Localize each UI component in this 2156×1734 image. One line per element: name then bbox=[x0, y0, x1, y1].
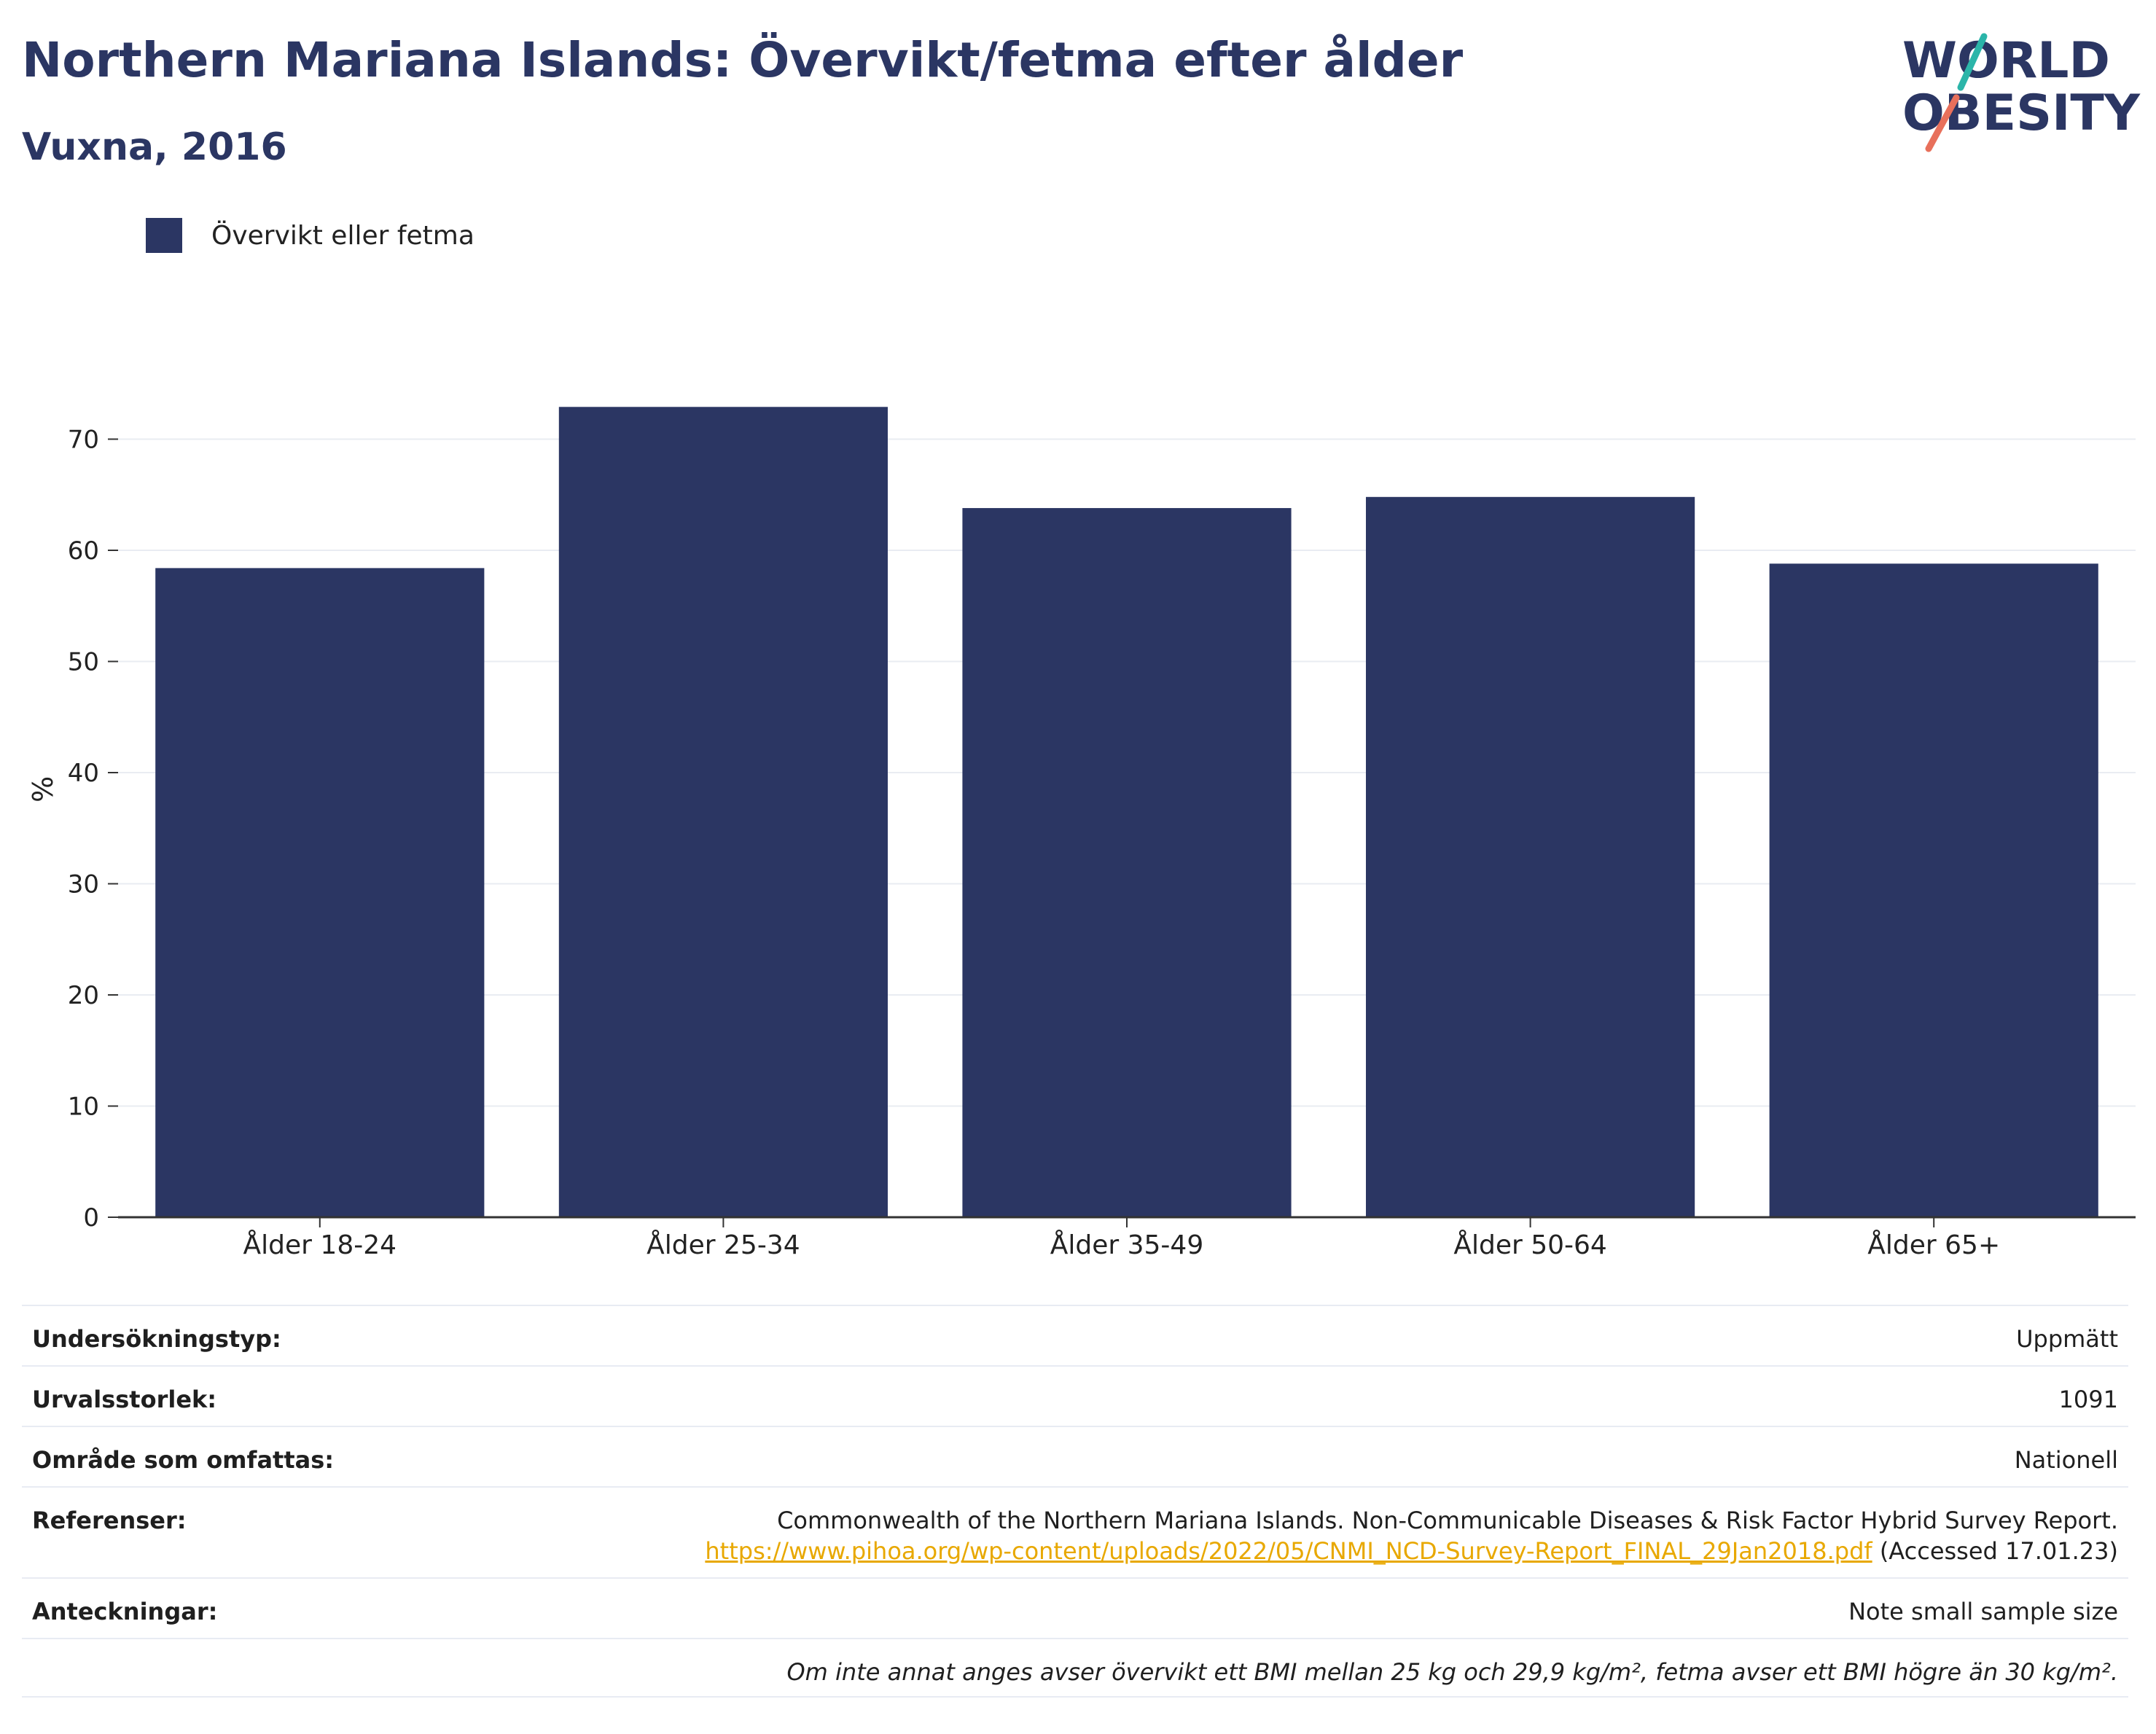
bar-chart: 0 10 20 30 40 50 60 70% Ålder 18-24 Ålder 25-34 Ål… bbox=[27, 407, 2136, 1260]
reference-text: Commonwealth of the Northern Mariana Isl… bbox=[777, 1507, 2118, 1534]
y-tick-label: 40 bbox=[68, 759, 99, 788]
bar bbox=[1366, 496, 1695, 1217]
logo-text-world: WORLD bbox=[1902, 32, 2110, 90]
footnote-text: Om inte annat anges avser övervikt ett B… bbox=[786, 1658, 2118, 1686]
y-tick-label: 70 bbox=[68, 426, 99, 455]
sample-size-value: 1091 bbox=[2058, 1386, 2118, 1413]
coverage-value: Nationell bbox=[2014, 1446, 2118, 1474]
info-row-footnote: Om inte annat anges avser övervikt ett B… bbox=[22, 1638, 2128, 1698]
bar bbox=[558, 407, 888, 1217]
logo-slash-coral bbox=[1925, 94, 1960, 152]
bar bbox=[155, 568, 485, 1217]
world-obesity-logo: WORLD OBESITY bbox=[1902, 32, 2141, 152]
bar bbox=[962, 508, 1292, 1217]
x-tick-label: Ålder 50-64 bbox=[1453, 1229, 1606, 1260]
x-tick-label: Ålder 25-34 bbox=[647, 1229, 800, 1260]
x-tick-label: Ålder 35-49 bbox=[1050, 1229, 1203, 1260]
bar bbox=[1769, 563, 2098, 1217]
y-tick-label: 30 bbox=[68, 870, 99, 899]
sample-size-label: Urvalsstorlek: bbox=[32, 1386, 217, 1413]
notes-label: Anteckningar: bbox=[32, 1598, 218, 1625]
chart-title: Northern Mariana Islands: Övervikt/fetma… bbox=[22, 32, 1464, 88]
info-row-references: Referenser: Commonwealth of the Northern… bbox=[22, 1486, 2128, 1577]
y-axis-title: % bbox=[27, 776, 59, 802]
notes-value: Note small sample size bbox=[1848, 1598, 2118, 1625]
x-tick-label: Ålder 65+ bbox=[1867, 1229, 2000, 1260]
references-value: Commonwealth of the Northern Mariana Isl… bbox=[705, 1505, 2118, 1566]
legend-label: Övervikt eller fetma bbox=[211, 220, 474, 251]
y-tick-label: 20 bbox=[68, 981, 99, 1010]
reference-link[interactable]: https://www.pihoa.org/wp-content/uploads… bbox=[705, 1537, 1872, 1565]
survey-type-value: Uppmätt bbox=[2016, 1325, 2118, 1353]
y-tick-label: 60 bbox=[68, 536, 99, 566]
references-label: Referenser: bbox=[32, 1507, 187, 1534]
info-row-survey-type: Undersökningstyp: Uppmätt bbox=[22, 1305, 2128, 1365]
legend-swatch bbox=[146, 218, 182, 253]
reference-accessed: (Accessed 17.01.23) bbox=[1872, 1537, 2118, 1565]
chart-subtitle: Vuxna, 2016 bbox=[22, 125, 287, 169]
info-row-sample-size: Urvalsstorlek: 1091 bbox=[22, 1365, 2128, 1426]
logo-slash-teal bbox=[1957, 33, 1988, 91]
y-tick-label: 0 bbox=[83, 1203, 99, 1233]
x-tick-label: Ålder 18-24 bbox=[243, 1229, 397, 1260]
coverage-label: Område som omfattas: bbox=[32, 1446, 335, 1474]
legend: Övervikt eller fetma bbox=[146, 217, 474, 254]
y-tick-label: 10 bbox=[68, 1093, 99, 1122]
survey-type-label: Undersökningstyp: bbox=[32, 1325, 281, 1353]
info-row-notes: Anteckningar: Note small sample size bbox=[22, 1577, 2128, 1638]
y-tick-label: 50 bbox=[68, 648, 99, 677]
logo-text-obesity: OBESITY bbox=[1902, 85, 2141, 142]
info-table: Undersökningstyp: Uppmätt Urvalsstorlek:… bbox=[22, 1305, 2128, 1698]
info-row-coverage: Område som omfattas: Nationell bbox=[22, 1426, 2128, 1486]
